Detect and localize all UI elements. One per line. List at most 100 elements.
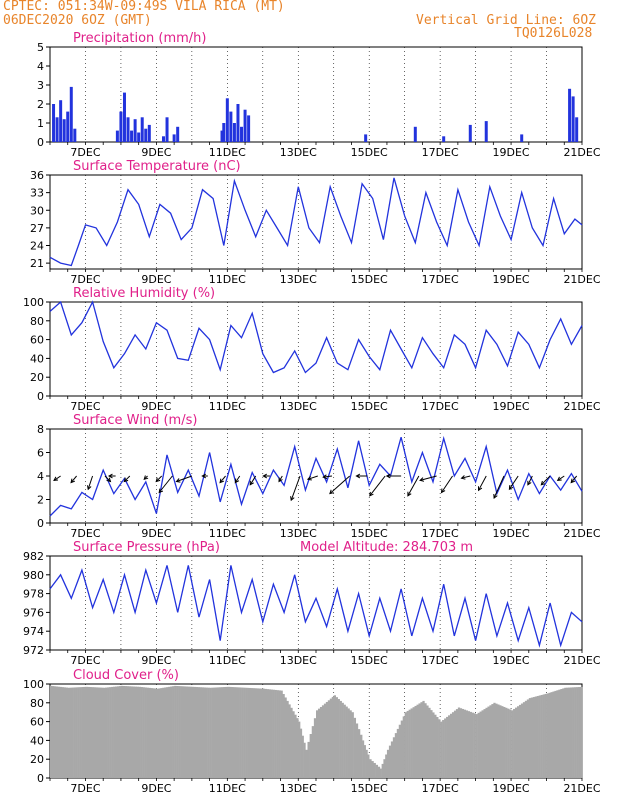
cloud-bar xyxy=(128,686,132,778)
precip-bar xyxy=(69,86,73,142)
cloud-bar xyxy=(50,685,53,778)
y-tick-label: 974 xyxy=(23,625,44,638)
cloud-bar xyxy=(252,688,256,778)
cloud-bar xyxy=(85,686,88,778)
cloud-bar xyxy=(61,687,65,778)
precip-bar xyxy=(126,117,130,142)
cloud-bar xyxy=(503,706,506,778)
cloud-bar xyxy=(383,759,386,778)
precip-bar xyxy=(240,126,244,142)
wind-arrow-head xyxy=(570,478,576,484)
x-tick-label: 19DEC xyxy=(493,146,530,159)
cloud-bar xyxy=(410,708,413,778)
cloud-bar xyxy=(168,686,171,778)
cloud-bar xyxy=(156,688,159,778)
cloud-bar xyxy=(331,696,335,778)
precip-bar xyxy=(62,119,66,142)
precip-bar xyxy=(172,134,176,142)
x-tick-label: 11DEC xyxy=(209,400,246,413)
precip-bar xyxy=(130,130,134,142)
cloud-bar xyxy=(363,745,366,778)
cloud-bar xyxy=(550,692,553,778)
x-tick-label: 9DEC xyxy=(141,782,171,795)
y-tick-label: 40 xyxy=(30,734,44,747)
cloud-bar xyxy=(381,763,384,778)
cloud-bar xyxy=(388,745,392,778)
cloud-bar xyxy=(406,710,409,778)
precip-bar xyxy=(364,134,368,142)
y-tick-label: 36 xyxy=(30,169,44,182)
cloud-bar xyxy=(176,685,179,778)
x-tick-label: 7DEC xyxy=(70,654,100,667)
cloud-bar xyxy=(316,710,319,778)
cloud-bar xyxy=(416,704,419,778)
cloud-bar xyxy=(219,687,222,778)
wind-arrow-head xyxy=(175,478,181,483)
wind-arrow xyxy=(540,475,551,486)
cloud-bar xyxy=(138,686,141,778)
precip-bar xyxy=(243,109,247,142)
cloud-bar xyxy=(130,686,134,778)
cloud-bar xyxy=(451,712,455,778)
cloud-bar xyxy=(375,764,379,778)
series-line xyxy=(49,300,583,374)
precip-bar xyxy=(55,117,59,142)
panel-title: Relative Humidity (%) xyxy=(73,286,215,301)
x-tick-label: 21DEC xyxy=(563,654,600,667)
wind-arrow xyxy=(70,475,77,483)
cloud-bar xyxy=(67,687,71,778)
cloud-bar xyxy=(274,689,277,778)
cloud-bar xyxy=(524,700,528,778)
x-tick-label: 11DEC xyxy=(209,782,246,795)
wind-arrow xyxy=(461,475,471,479)
cloud-bar xyxy=(142,687,145,778)
x-tick-label: 15DEC xyxy=(351,654,388,667)
panel-title: Cloud Cover (%) xyxy=(73,668,179,683)
y-tick-label: 6 xyxy=(37,447,44,460)
cloud-bar xyxy=(266,689,270,778)
wind-arrow-head xyxy=(262,473,268,479)
wind-arrow xyxy=(557,475,565,481)
cloud-bar xyxy=(203,687,206,778)
x-tick-label: 7DEC xyxy=(70,273,100,286)
cloud-bar xyxy=(507,708,510,778)
cloud-bar xyxy=(55,686,59,778)
wind-arrow xyxy=(441,475,453,493)
wind-arrow-head xyxy=(234,478,240,484)
panel-frame xyxy=(49,46,583,143)
cloud-bar xyxy=(87,686,90,778)
x-tick-label: 7DEC xyxy=(70,527,100,540)
series-line xyxy=(49,177,583,267)
precip-bar xyxy=(232,123,236,142)
cloud-bar xyxy=(307,741,310,778)
wind-arrow-head xyxy=(306,476,312,481)
cloud-bar xyxy=(166,687,169,778)
cloud-bar xyxy=(136,686,139,778)
cloud-bar xyxy=(542,694,545,778)
precip-bar xyxy=(59,100,63,142)
cloud-bar xyxy=(201,687,204,778)
cloud-bar xyxy=(321,705,325,778)
x-tick-label: 13DEC xyxy=(280,654,317,667)
precip-bar xyxy=(442,136,446,142)
precip-bar xyxy=(161,136,165,142)
cloud-bar xyxy=(164,687,167,778)
cloud-bar xyxy=(392,737,396,778)
cloud-bar xyxy=(221,687,224,778)
cloud-bar xyxy=(199,687,203,778)
wind-arrow xyxy=(87,475,94,490)
cloud-bar xyxy=(479,711,482,778)
wind-arrow-head xyxy=(385,473,391,479)
y-tick-label: 0 xyxy=(37,136,44,149)
cloud-bar xyxy=(558,689,561,778)
x-tick-label: 17DEC xyxy=(422,146,459,159)
cloud-bar xyxy=(223,687,226,778)
cloud-bar xyxy=(183,686,187,778)
cloud-bar xyxy=(51,686,55,778)
cloud-bar xyxy=(103,687,106,778)
cloud-bar xyxy=(424,703,427,778)
cloud-bar xyxy=(227,686,230,778)
cloud-bar xyxy=(335,697,338,778)
cloud-bar xyxy=(195,687,199,778)
cloud-bar xyxy=(243,687,246,778)
